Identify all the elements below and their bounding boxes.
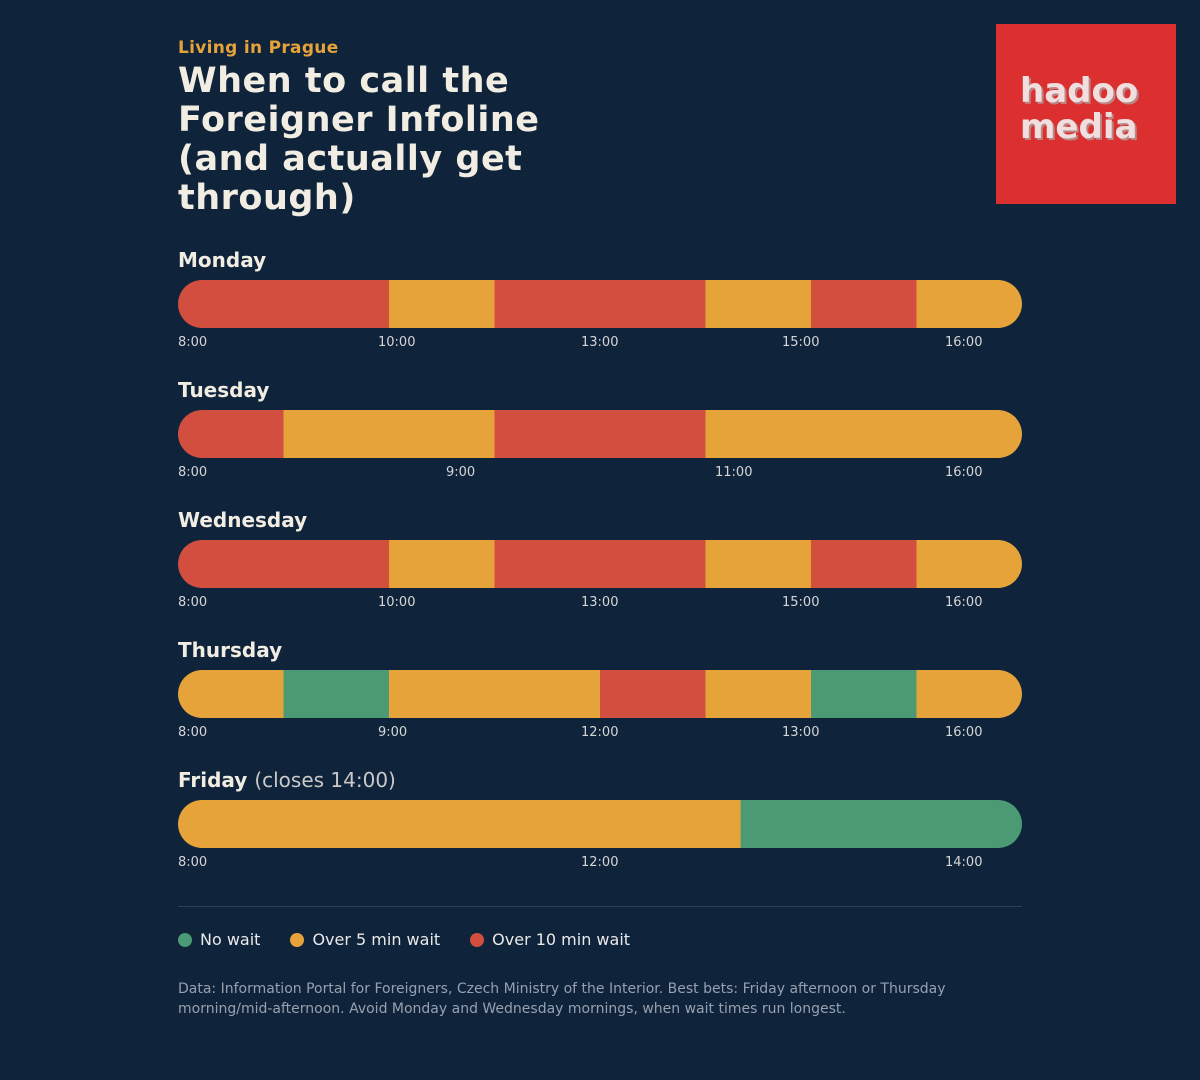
logo-text-1: hadoo — [1020, 71, 1138, 111]
time-tick: 16:00 — [945, 725, 983, 740]
segment-over5 — [178, 800, 367, 848]
segment-over10 — [600, 670, 707, 718]
legend: No wait Over 5 min wait Over 10 min wait — [178, 930, 630, 949]
timeline-bar-tuesday — [178, 410, 1022, 458]
day-name: Monday — [178, 248, 267, 272]
time-tick: 12:00 — [581, 725, 619, 740]
timeline-bar-friday — [178, 800, 1022, 848]
segment-over10 — [600, 280, 707, 328]
segment-over5 — [494, 670, 601, 718]
segment-over5 — [916, 670, 1022, 718]
timeline-bar-wednesday — [178, 540, 1022, 588]
day-note: (closes 14:00) — [254, 768, 396, 792]
time-tick: 8:00 — [178, 725, 208, 740]
legend-swatch-over5 — [290, 932, 305, 947]
segment-over10 — [178, 540, 285, 588]
time-tick: 11:00 — [715, 465, 753, 480]
day-label-friday: Friday (closes 14:00) — [178, 768, 396, 792]
time-tick: 13:00 — [782, 725, 820, 740]
day-label-tuesday: Tuesday — [178, 378, 269, 402]
kicker: Living in Prague — [178, 38, 339, 58]
time-tick: 8:00 — [178, 595, 208, 610]
segment-no-wait — [740, 800, 882, 848]
segment-over10 — [494, 410, 601, 458]
segment-over10 — [178, 410, 285, 458]
segment-over10 — [811, 280, 918, 328]
timeline-bar-thursday — [178, 670, 1022, 718]
segment-over5 — [389, 540, 496, 588]
time-tick: 8:00 — [178, 335, 208, 350]
legend-swatch-over10 — [470, 932, 485, 947]
legend-item-over10: Over 10 min wait — [470, 930, 630, 949]
legend-label-over5: Over 5 min wait — [312, 930, 441, 949]
logo-shadow-1: hadoo — [1022, 73, 1140, 113]
segment-over10 — [600, 410, 707, 458]
segment-over5 — [553, 800, 742, 848]
legend-label-no-wait: No wait — [200, 930, 261, 949]
time-tick: 13:00 — [581, 335, 619, 350]
legend-swatch-no-wait — [178, 932, 192, 947]
segment-over5 — [705, 410, 812, 458]
time-tick: 15:00 — [782, 335, 820, 350]
segment-no-wait — [811, 670, 918, 718]
time-tick: 12:00 — [581, 855, 619, 870]
segment-over10 — [178, 280, 285, 328]
segment-over10 — [811, 540, 918, 588]
time-tick: 8:00 — [178, 465, 208, 480]
day-name: Thursday — [178, 638, 283, 662]
legend-label-over10: Over 10 min wait — [492, 930, 631, 949]
time-tick: 9:00 — [378, 725, 408, 740]
time-tick: 10:00 — [378, 335, 416, 350]
time-tick: 16:00 — [945, 465, 983, 480]
segment-over5 — [283, 410, 390, 458]
divider — [178, 906, 1022, 907]
day-name: Wednesday — [178, 508, 308, 532]
legend-item-no-wait: No wait — [178, 930, 260, 949]
time-tick: 10:00 — [378, 595, 416, 610]
day-label-monday: Monday — [178, 248, 266, 272]
logo-shadow-2: media — [1022, 109, 1139, 149]
time-tick: 16:00 — [945, 335, 983, 350]
segment-over5 — [365, 800, 554, 848]
segment-over10 — [600, 540, 707, 588]
logo-wordmark: hadoo hadoo media media — [1020, 71, 1140, 149]
time-tick: 16:00 — [945, 595, 983, 610]
time-tick: 13:00 — [581, 595, 619, 610]
day-label-thursday: Thursday — [178, 638, 282, 662]
segment-over10 — [283, 280, 390, 328]
time-tick: 14:00 — [945, 855, 983, 870]
segment-no-wait — [881, 800, 1022, 848]
segment-over5 — [389, 670, 496, 718]
day-name: Friday — [178, 768, 248, 792]
segment-over5 — [178, 670, 285, 718]
segment-over5 — [705, 540, 812, 588]
segment-over5 — [916, 280, 1022, 328]
page-title: When to call the Foreigner Infoline (and… — [178, 61, 540, 218]
logo-text-2: media — [1020, 107, 1137, 147]
source-note: Data: Information Portal for Foreigners,… — [178, 981, 946, 1017]
segment-over5 — [705, 280, 812, 328]
segment-over5 — [916, 540, 1022, 588]
day-label-wednesday: Wednesday — [178, 508, 307, 532]
day-name: Tuesday — [178, 378, 270, 402]
time-tick: 15:00 — [782, 595, 820, 610]
time-tick: 9:00 — [446, 465, 476, 480]
legend-item-over5: Over 5 min wait — [290, 930, 440, 949]
segment-no-wait — [283, 670, 390, 718]
segment-over10 — [494, 280, 601, 328]
timeline-bar-monday — [178, 280, 1022, 328]
segment-over5 — [389, 280, 496, 328]
segment-over5 — [389, 410, 496, 458]
segment-over5 — [705, 670, 812, 718]
segment-over10 — [494, 540, 601, 588]
hadoo-media-logo: hadoo hadoo media media — [996, 24, 1176, 204]
segment-over10 — [283, 540, 390, 588]
segment-over5 — [811, 410, 918, 458]
time-tick: 8:00 — [178, 855, 208, 870]
segment-over5 — [916, 410, 1022, 458]
